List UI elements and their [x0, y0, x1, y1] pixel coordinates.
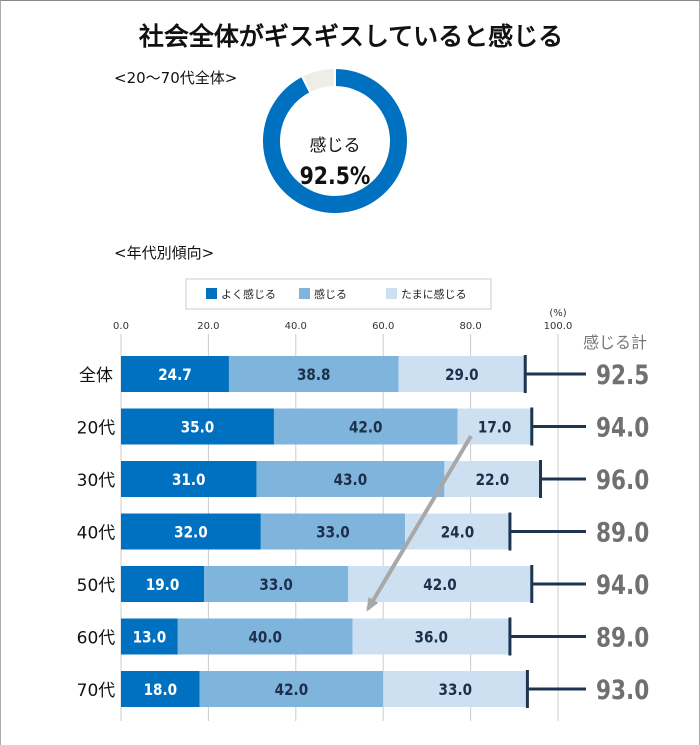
donut-center-value: 92.5% [300, 162, 371, 190]
bar-value-label: 42.0 [275, 681, 309, 699]
bar-value-label: 42.0 [423, 576, 457, 594]
bar-value-label: 36.0 [415, 628, 449, 646]
donut-chart [261, 66, 409, 215]
bar-value-label: 40.0 [248, 628, 282, 646]
legend-label: 感じる [314, 288, 347, 301]
bar-segment [383, 671, 528, 707]
x-tick-label: 60.0 [372, 321, 394, 332]
bar-value-label: 17.0 [478, 418, 512, 436]
bar-segment [204, 566, 349, 602]
bar-value-label: 35.0 [181, 418, 215, 436]
bar-segment [348, 566, 532, 602]
legend-label: たまに感じる [401, 288, 467, 301]
total-value: 89.0 [596, 621, 649, 653]
unit-label: (%) [549, 308, 566, 319]
bar-value-label: 33.0 [259, 576, 293, 594]
bar-segment [256, 461, 445, 497]
bar-segment [352, 618, 510, 655]
bar-segment [273, 408, 458, 445]
bar-value-label: 29.0 [445, 366, 479, 384]
bar-value-label: 43.0 [334, 471, 368, 489]
donut-center-label: 感じる [310, 136, 361, 156]
trend-arrow [366, 434, 473, 611]
total-value: 94.0 [596, 569, 649, 601]
total-value: 93.0 [596, 674, 649, 706]
bar-segment [121, 356, 229, 392]
x-tick-label: 20.0 [197, 321, 219, 332]
donut-slice-0 [261, 66, 409, 215]
category-label: 30代 [77, 471, 116, 491]
legend-label: よく感じる [221, 288, 276, 301]
bar-value-label: 38.8 [297, 366, 331, 384]
bar-segment [177, 618, 353, 655]
category-label: 20代 [77, 419, 116, 439]
bar-segment [398, 356, 526, 392]
x-tick-label: 0.0 [113, 321, 129, 332]
bar-segment [121, 513, 261, 550]
bar-value-label: 19.0 [146, 576, 180, 594]
bar-value-label: 33.0 [316, 523, 350, 541]
bar-value-label: 31.0 [172, 471, 206, 489]
bar-value-label: 24.0 [441, 523, 475, 541]
bar-segment [260, 513, 406, 550]
legend-swatch [206, 288, 217, 299]
x-tick-label: 40.0 [285, 321, 307, 332]
bar-segment [121, 618, 178, 655]
bar-segment [121, 566, 205, 602]
bar-segment [199, 671, 384, 707]
category-label: 60代 [77, 629, 116, 649]
total-value: 89.0 [596, 516, 649, 548]
totals-header: 感じる計 [583, 333, 647, 352]
category-label: 70代 [77, 681, 116, 701]
bar-value-label: 33.0 [439, 681, 473, 699]
bar-value-label: 42.0 [349, 418, 383, 436]
bar-segment [121, 408, 274, 445]
category-label: 50代 [77, 576, 116, 596]
bar-value-label: 22.0 [476, 471, 510, 489]
legend-box [185, 278, 492, 310]
bar-value-label: 32.0 [174, 523, 208, 541]
arrow-head-icon [366, 597, 379, 612]
x-tick-label: 80.0 [459, 321, 481, 332]
x-tick-label: 100.0 [544, 321, 573, 332]
bar-section-label: <年代別傾向> [114, 244, 214, 262]
donut-section-label: <20～70代全体> [114, 69, 237, 87]
bar-chart: よく感じる 感じる たまに感じる 0.0 20.0 40.0 60.0 80.0 100.0 (%… [77, 278, 649, 721]
total-value: 94.0 [596, 411, 649, 443]
legend-swatch [299, 288, 310, 299]
legend-swatch [386, 288, 397, 299]
chart-title: 社会全体がギスギスしていると感じる [139, 22, 563, 51]
category-label: 全体 [79, 366, 113, 386]
total-value: 92.5 [596, 359, 649, 391]
bar-segment [121, 671, 200, 707]
bar-value-label: 24.7 [158, 366, 192, 384]
category-label: 40代 [77, 524, 116, 544]
bar-segment [228, 356, 399, 392]
bar-segment [121, 461, 257, 497]
bar-value-label: 18.0 [144, 681, 178, 699]
bar-value-label: 13.0 [133, 628, 167, 646]
bar-segment [444, 461, 541, 497]
total-value: 96.0 [596, 464, 649, 496]
donut-slice-1 [300, 66, 336, 95]
